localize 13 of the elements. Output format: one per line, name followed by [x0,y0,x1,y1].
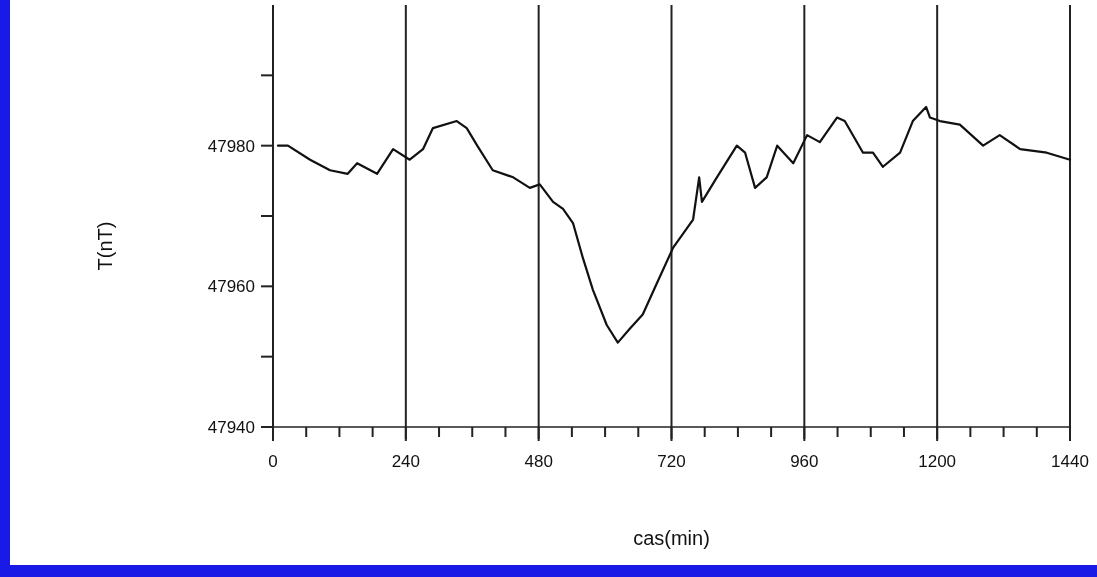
y-tick-label: 47940 [207,418,255,437]
x-tick-label: 240 [391,452,421,471]
y-axis-title: T(nT) [94,221,116,271]
x-tick-label: 0 [268,452,278,471]
x-tick-label: 720 [657,452,686,471]
y-tick-label: 47960 [207,277,255,297]
y-tick-label: 47980 [207,136,255,156]
line-series [276,105,1072,344]
x-tick-label: 480 [524,452,553,471]
x-tick-label: 960 [790,452,819,471]
x-tick-label: 1200 [918,452,957,471]
x-axis-title: cas(min) [633,527,710,549]
x-tick-label: 1440 [1051,452,1089,471]
